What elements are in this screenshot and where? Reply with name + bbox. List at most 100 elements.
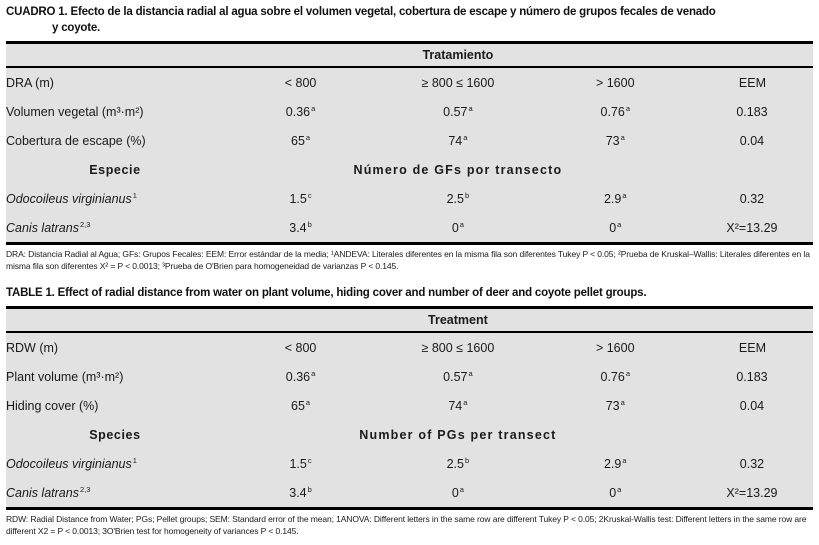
significance-superscript: a [625, 369, 631, 379]
significance-superscript: a [617, 485, 622, 495]
title-line-2: y coyote. [52, 21, 101, 34]
data-cell: 74a [448, 132, 468, 149]
data-cell: 0a [451, 485, 464, 501]
significance-superscript: a [311, 103, 316, 113]
row-odocoileus: Odocoileus virginianus1 1.5c 2.5b 2.9a 0… [6, 449, 813, 478]
species-header-row: Especie Número de GFs por transecto [6, 155, 813, 184]
row-hiding-cover: Hiding cover (%) 65a 74a 73a 0.04 [6, 391, 813, 420]
title-line-1: TABLE 1. Effect of radial distance from … [6, 286, 813, 302]
data-cell: 0.183 [736, 370, 768, 385]
row-label: Plant volume (m³·m²) [6, 369, 124, 384]
treatment-header-cell: Treatment [223, 307, 692, 334]
significance-superscript: a [620, 398, 625, 408]
row-label: DRA (m) [6, 75, 54, 90]
data-cell: 73a [605, 398, 625, 414]
footnote-spanish: DRA: Distancia Radial al Agua; GFs: Grup… [6, 249, 810, 271]
species-header-row: Species Number of PGs per transect [6, 420, 813, 449]
table-1-table: Treatment RDW (m) < 800 ≥ 800 ≤ 1600 > 1… [6, 306, 813, 511]
data-cell: 0.36a [285, 369, 316, 385]
species-header-span: Number of PGs per transect [359, 427, 557, 442]
species-header-label: Species [89, 427, 141, 442]
significance-superscript: a [625, 103, 631, 113]
data-cell: 0.57a [443, 103, 473, 120]
section-table-1: TABLE 1. Effect of radial distance from … [6, 286, 813, 537]
footnote-marker: 1 [132, 456, 137, 466]
data-cell: 0a [609, 485, 622, 501]
empty-cell [692, 155, 813, 184]
column-header-row: DRA (m) < 800 ≥ 800 ≤ 1600 > 1600 EEM [6, 67, 813, 97]
significance-superscript: a [620, 132, 625, 142]
table-number-label: CUADRO 1. [6, 6, 68, 18]
empty-cell [6, 42, 224, 69]
empty-cell [691, 307, 813, 334]
footnote-marker: 1 [132, 190, 137, 200]
species-name-cell: Odocoileus virginianus1 [6, 190, 137, 207]
significance-superscript: a [622, 456, 627, 466]
significance-superscript: a [459, 485, 464, 495]
species-name-cell: Canis latrans2,3 [6, 219, 91, 236]
data-cell: 0.57a [443, 369, 473, 385]
title-text: Effect of radial distance from water on … [57, 286, 647, 299]
col-header-eem: EEM [738, 340, 766, 355]
significance-superscript: a [463, 132, 468, 142]
data-cell: 0a [609, 219, 622, 236]
significance-superscript: a [622, 190, 627, 200]
row-canis-latrans: Canis latrans2,3 3.4b 0a 0a X²=13.29 [6, 478, 813, 509]
significance-superscript: b [307, 219, 312, 229]
data-cell: 0.32 [739, 457, 765, 472]
table-title-spanish: CUADRO 1. Efecto de la distancia radial … [6, 5, 813, 36]
data-cell: 1.5c [289, 190, 312, 207]
significance-superscript: a [311, 369, 316, 379]
col-header-lt800: < 800 [284, 340, 317, 355]
significance-superscript: a [617, 219, 622, 229]
data-cell: 0.32 [739, 192, 765, 207]
data-cell: 65a [291, 398, 311, 414]
title-line-1: CUADRO 1. Efecto de la distancia radial … [6, 5, 813, 21]
section-cuadro-1: CUADRO 1. Efecto de la distancia radial … [6, 5, 813, 272]
significance-superscript: a [463, 398, 468, 408]
data-cell: 73a [605, 132, 625, 149]
data-cell: 0.04 [739, 399, 765, 414]
significance-superscript: c [307, 190, 312, 200]
significance-superscript: a [468, 103, 473, 113]
col-header-gt1600: > 1600 [595, 340, 635, 355]
empty-cell [692, 420, 813, 449]
significance-superscript: b [465, 190, 470, 200]
data-cell: 3.4b [289, 219, 312, 236]
data-cell: 2.5b [446, 190, 470, 207]
data-cell: X²=13.29 [726, 486, 778, 501]
significance-superscript: b [465, 456, 470, 466]
row-canis-latrans: Canis latrans2,3 3.4b 0a 0a X²=13.29 [6, 213, 813, 244]
col-header-800-1600: ≥ 800 ≤ 1600 [421, 340, 495, 355]
row-label: RDW (m) [6, 340, 59, 355]
treatment-header-row: Tratamiento [6, 42, 813, 69]
row-odocoileus: Odocoileus virginianus1 1.5c 2.5b 2.9a 0… [6, 184, 813, 213]
cuadro-1-table: Tratamiento DRA (m) < 800 ≥ 800 ≤ 1600 >… [6, 41, 813, 246]
row-hiding-cover: Cobertura de escape (%) 65a 74a 73a 0.04 [6, 126, 813, 155]
treatment-header-row: Treatment [6, 307, 813, 334]
row-label: Volumen vegetal (m³·m²) [6, 104, 144, 119]
species-header-span: Número de GFs por transecto [353, 162, 563, 177]
col-header-gt1600: > 1600 [595, 75, 635, 90]
title-text: Efecto de la distancia radial al agua so… [70, 6, 716, 18]
col-header-eem: EEM [738, 75, 766, 90]
significance-superscript: a [305, 398, 311, 408]
empty-cell [691, 42, 813, 69]
data-cell: 2.9a [603, 190, 627, 207]
data-cell: 1.5c [289, 456, 312, 472]
col-header-800-1600: ≥ 800 ≤ 1600 [421, 75, 495, 90]
data-cell: 0.76a [600, 103, 631, 120]
data-cell: 2.9a [603, 456, 627, 472]
row-label: Cobertura de escape (%) [6, 133, 146, 148]
data-cell: 2.5b [446, 456, 470, 472]
data-cell: 0.36a [285, 103, 316, 120]
table-title-english: TABLE 1. Effect of radial distance from … [6, 286, 813, 302]
species-name-cell: Canis latrans2,3 [6, 485, 91, 501]
empty-cell [6, 307, 224, 334]
data-cell: 0a [451, 219, 464, 236]
treatment-header-cell: Tratamiento [223, 42, 692, 69]
species-name-cell: Odocoileus virginianus1 [6, 456, 137, 472]
col-header-lt800: < 800 [284, 75, 317, 90]
row-plant-volume: Volumen vegetal (m³·m²) 0.36a 0.57a 0.76… [6, 97, 813, 126]
